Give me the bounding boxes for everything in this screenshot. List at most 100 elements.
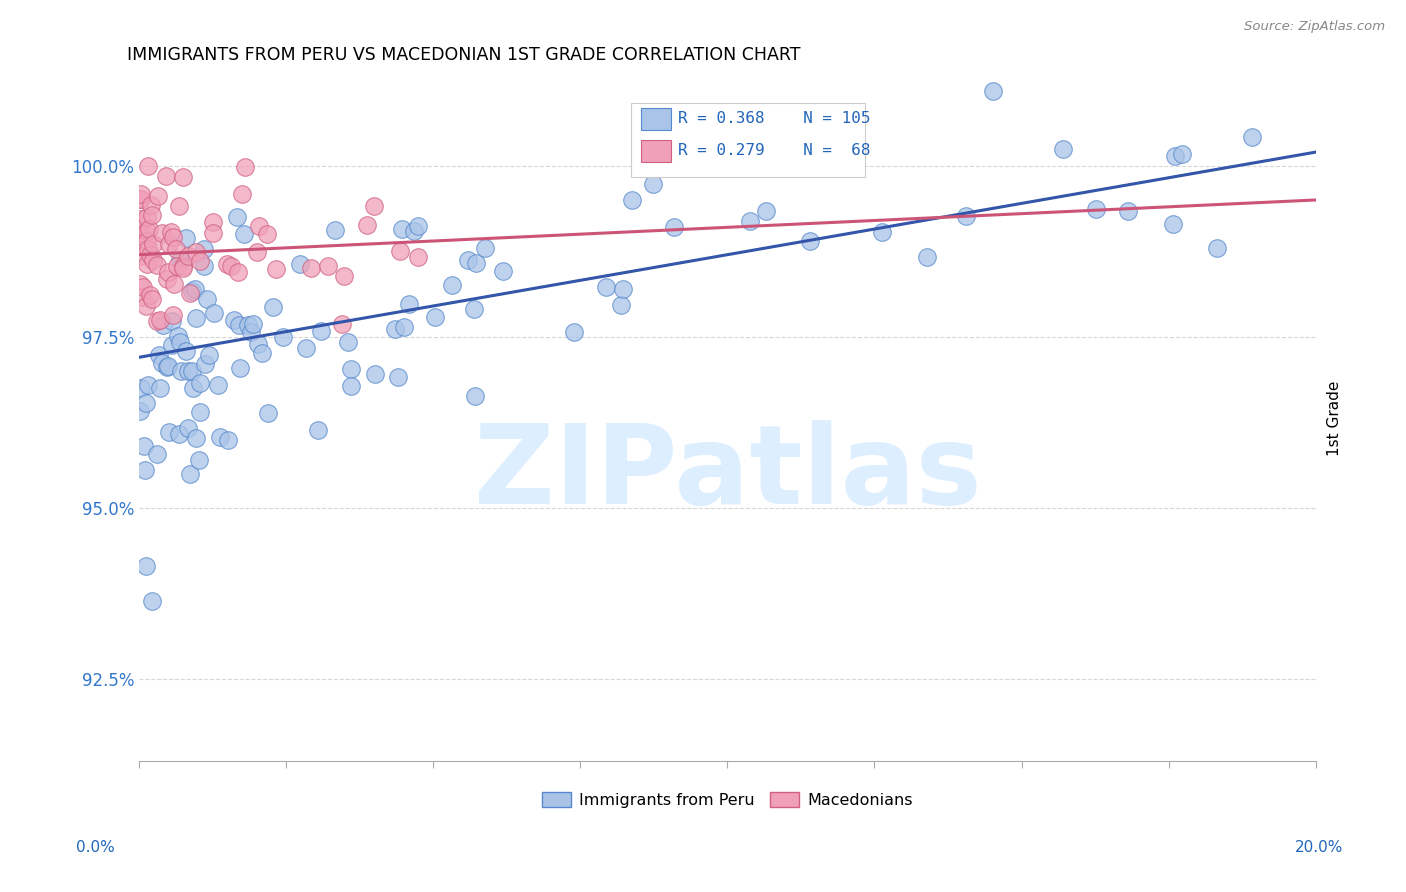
Point — [157, 425, 180, 439]
Point — [233, 227, 256, 242]
Point — [193, 242, 215, 256]
Point — [188, 376, 211, 390]
Point — [156, 272, 179, 286]
Point — [242, 317, 264, 331]
Point — [256, 227, 278, 241]
Point — [408, 219, 430, 234]
Point — [229, 361, 252, 376]
Point — [406, 250, 429, 264]
Point — [231, 187, 253, 202]
Point — [392, 319, 415, 334]
Point — [142, 252, 165, 267]
Text: 0.0%: 0.0% — [76, 840, 115, 855]
Point — [131, 186, 153, 201]
Point — [156, 359, 179, 374]
Point — [1241, 129, 1264, 144]
Point — [141, 292, 163, 306]
Point — [1084, 202, 1107, 217]
Point — [129, 404, 152, 418]
Text: ZIPatlas: ZIPatlas — [474, 420, 981, 527]
Point — [162, 337, 184, 351]
Point — [184, 431, 207, 445]
Point — [194, 357, 217, 371]
Point — [201, 226, 224, 240]
Point — [148, 189, 170, 203]
Point — [389, 244, 412, 258]
Point — [128, 250, 150, 264]
Point — [150, 356, 173, 370]
Point — [136, 377, 159, 392]
Point — [641, 177, 664, 191]
Point — [271, 330, 294, 344]
Point — [172, 259, 194, 273]
Point — [129, 192, 152, 206]
Point — [169, 252, 191, 267]
Point — [163, 277, 186, 292]
Legend: Immigrants from Peru, Macedonians: Immigrants from Peru, Macedonians — [536, 786, 920, 814]
Point — [129, 226, 152, 240]
Point — [308, 423, 330, 437]
Point — [215, 257, 238, 271]
Point — [201, 215, 224, 229]
Point — [141, 208, 163, 222]
Point — [136, 224, 159, 238]
Text: R = 0.368    N = 105: R = 0.368 N = 105 — [678, 112, 870, 126]
Point — [247, 219, 270, 233]
Point — [309, 324, 332, 338]
Point — [149, 381, 172, 395]
Point — [135, 299, 157, 313]
Point — [149, 313, 172, 327]
Point — [1205, 241, 1227, 255]
Point — [423, 310, 446, 325]
Point — [257, 406, 280, 420]
Point — [387, 369, 409, 384]
Point — [152, 318, 174, 333]
Point — [139, 287, 162, 301]
Point — [457, 252, 479, 267]
Point — [915, 250, 938, 264]
Point — [318, 259, 340, 273]
Point — [139, 198, 162, 212]
Point — [134, 463, 156, 477]
Point — [247, 336, 270, 351]
Point — [128, 277, 150, 291]
Point — [664, 220, 686, 235]
Point — [236, 318, 259, 333]
Point — [179, 285, 201, 300]
Point — [474, 241, 496, 255]
Point — [228, 318, 250, 332]
Point — [233, 160, 256, 174]
Point — [169, 426, 191, 441]
Point — [955, 209, 977, 223]
Point — [463, 302, 485, 317]
Point — [136, 234, 159, 248]
Point — [181, 364, 204, 378]
Point — [384, 322, 406, 336]
FancyBboxPatch shape — [641, 140, 671, 161]
Point — [172, 260, 194, 275]
Point — [138, 248, 160, 262]
Point — [155, 169, 177, 183]
Y-axis label: 1st Grade: 1st Grade — [1327, 381, 1341, 457]
Point — [131, 290, 153, 304]
Point — [159, 225, 181, 239]
Point — [148, 348, 170, 362]
Point — [162, 308, 184, 322]
Point — [135, 559, 157, 574]
Point — [299, 261, 322, 276]
Point — [128, 217, 150, 231]
Point — [136, 257, 159, 271]
Point — [464, 256, 486, 270]
Point — [207, 377, 229, 392]
Point — [595, 279, 617, 293]
Point — [188, 254, 211, 268]
Point — [184, 282, 207, 296]
Point — [190, 405, 212, 419]
Point — [340, 378, 363, 392]
Point — [264, 262, 287, 277]
Point — [202, 306, 225, 320]
Point — [166, 259, 188, 273]
Point — [157, 265, 180, 279]
Point — [240, 325, 263, 339]
Point — [981, 84, 1004, 98]
